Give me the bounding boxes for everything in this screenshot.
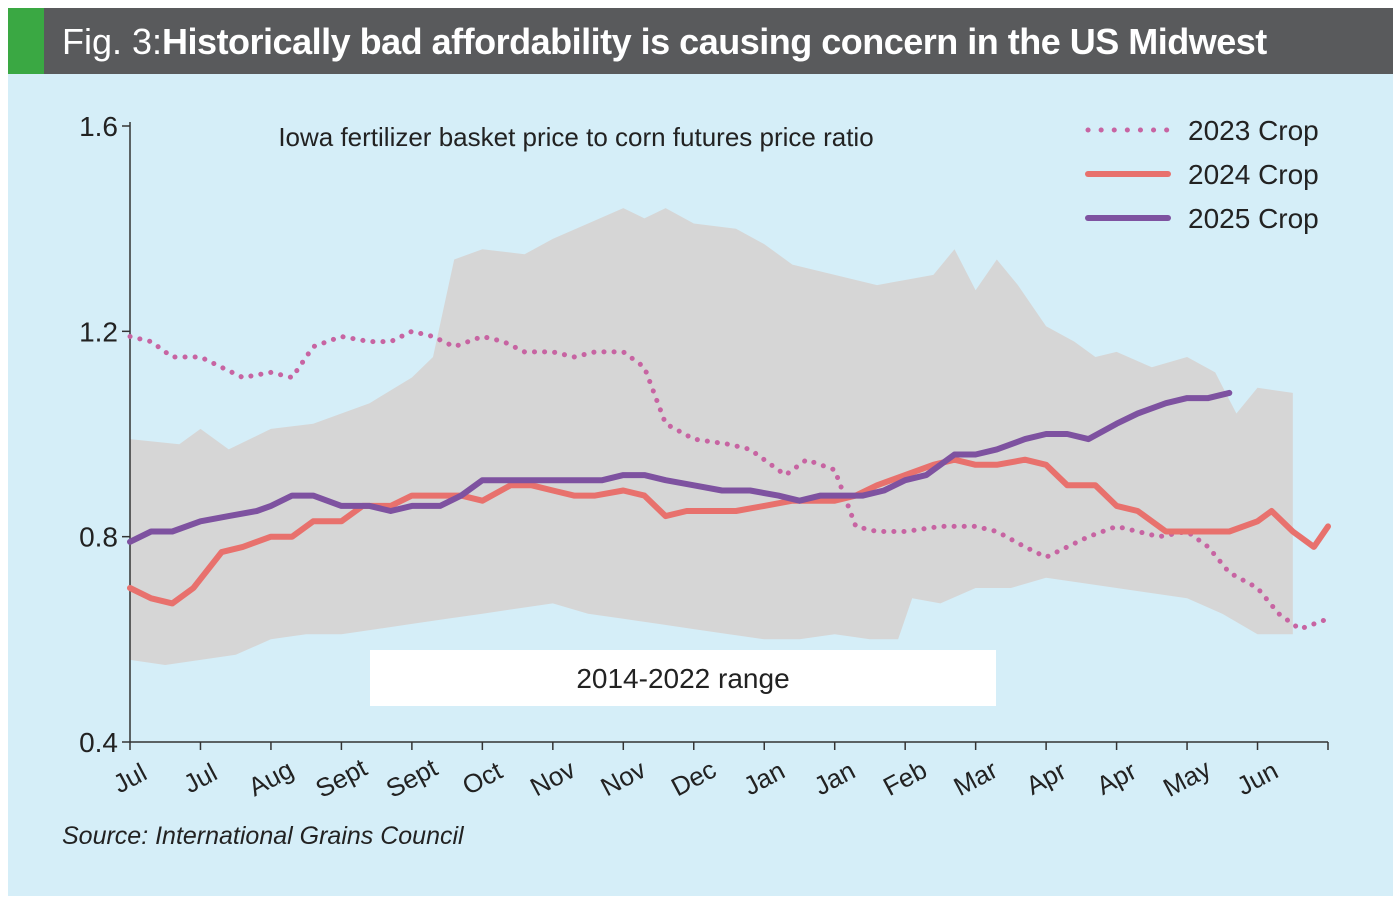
legend-label: 2025 Crop [1188, 203, 1319, 234]
source-note: Source: International Grains Council [62, 822, 464, 850]
range-label: 2014-2022 range [576, 663, 789, 694]
range-band [130, 208, 1293, 665]
x-tick-label: Feb [878, 754, 932, 802]
x-tick-label: Sept [381, 752, 443, 804]
x-tick-label: Jan [809, 755, 860, 801]
range-label-box [370, 650, 996, 706]
x-tick-label: Nov [596, 754, 651, 802]
x-tick-label: Sept [311, 752, 373, 804]
x-tick-label: Aug [243, 754, 298, 802]
series-line-2025-crop [127, 389, 1233, 545]
x-tick-label: Jul [108, 757, 151, 799]
header-accent [8, 8, 44, 74]
x-tick-label: Jul [179, 757, 222, 799]
figure-headline: Historically bad affordability is causin… [162, 21, 1267, 62]
x-tick-label: Dec [666, 754, 721, 802]
x-tick-label: Jun [1232, 755, 1283, 801]
legend-label: 2023 Crop [1188, 115, 1319, 146]
legend-label: 2024 Crop [1188, 159, 1319, 190]
series-line-2024-crop [127, 456, 1331, 607]
x-tick-label: Mar [949, 754, 1003, 802]
figure-title: Fig. 3:Historically bad affordability is… [62, 22, 1267, 62]
x-tick-label: Apr [1021, 755, 1071, 801]
x-tick-label: Nov [525, 754, 580, 802]
x-tick-label: Jan [738, 755, 789, 801]
series-line-2023-crop [127, 328, 1331, 632]
x-tick-label: Oct [457, 755, 507, 801]
figure-label: Fig. 3: [62, 21, 163, 62]
y-tick-label: 0.4 [79, 727, 118, 758]
x-tick-label: May [1158, 753, 1215, 803]
chart-title: Iowa fertilizer basket price to corn fut… [278, 122, 873, 152]
x-tick-label: Apr [1091, 755, 1141, 801]
y-tick-label: 1.2 [79, 316, 118, 347]
figure-header: Fig. 3:Historically bad affordability is… [8, 8, 1393, 74]
y-tick-label: 1.6 [79, 111, 118, 142]
y-tick-label: 0.8 [79, 522, 118, 553]
